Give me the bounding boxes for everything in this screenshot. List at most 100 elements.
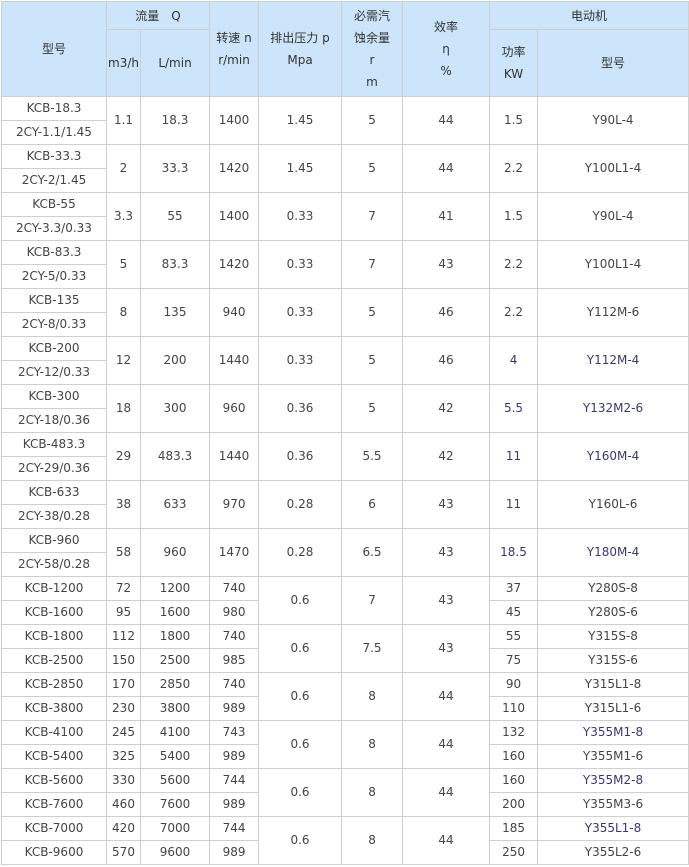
npsh-cell: 8: [341, 720, 404, 769]
npsh-cell: 8: [341, 768, 404, 817]
model-cell: KCB-18.3: [1, 96, 107, 121]
efficiency-cell: 44: [402, 720, 491, 769]
pressure-cell: 0.33: [258, 336, 343, 385]
speed-cell: 980: [209, 600, 260, 625]
pressure-cell: 0.28: [258, 528, 343, 577]
power-cell: 90: [489, 672, 539, 697]
model-cell: KCB-5400: [1, 744, 107, 769]
power-cell: 110: [489, 696, 539, 721]
power-cell: 5.5: [489, 384, 539, 433]
table-row: KCB-2500 150 2500 985 75 Y315S-6: [1, 648, 689, 673]
model-cell: 2CY-8/0.33: [1, 312, 107, 337]
npsh-cell: 5.5: [341, 432, 404, 481]
flow-m3h-cell: 3.3: [106, 192, 141, 241]
speed-cell: 989: [209, 792, 260, 817]
motor-model-cell: Y90L-4: [537, 192, 689, 241]
speed-cell: 989: [209, 840, 260, 865]
power-cell: 160: [489, 744, 539, 769]
speed-cell: 1470: [209, 528, 260, 577]
flow-lmin-cell: 83.3: [139, 240, 211, 289]
header-motor: 电动机: [489, 1, 689, 30]
power-cell: 4: [489, 336, 539, 385]
flow-m3h-cell: 245: [106, 720, 141, 745]
speed-cell: 740: [209, 576, 260, 601]
flow-m3h-cell: 8: [106, 288, 141, 337]
power-cell: 11: [489, 432, 539, 481]
table-row: 2CY-38/0.28: [1, 504, 689, 529]
model-cell: 2CY-38/0.28: [1, 504, 107, 529]
flow-m3h-cell: 330: [106, 768, 141, 793]
motor-model-cell: Y100L1-4: [537, 144, 689, 193]
motor-model-cell: Y355M2-8: [537, 768, 689, 793]
header-flow: 流量 Q: [105, 1, 211, 30]
npsh-cell: 7: [341, 576, 404, 625]
table-row: 2CY-8/0.33: [1, 312, 689, 337]
speed-cell: 1420: [209, 240, 260, 289]
model-cell: KCB-4100: [1, 720, 107, 745]
power-cell: 55: [489, 624, 539, 649]
table-row: KCB-5400 325 5400 989 160 Y355M1-6: [1, 744, 689, 769]
flow-m3h-cell: 5: [106, 240, 141, 289]
table-row: 2CY-18/0.36: [1, 408, 689, 433]
power-cell: 37: [489, 576, 539, 601]
pressure-cell: 0.33: [258, 240, 343, 289]
flow-lmin-cell: 1800: [139, 624, 211, 649]
pressure-cell: 0.33: [258, 192, 343, 241]
flow-m3h-cell: 420: [106, 816, 141, 841]
motor-model-cell: Y315L1-6: [537, 696, 689, 721]
flow-m3h-cell: 38: [106, 480, 141, 529]
flow-lmin-cell: 7600: [139, 792, 211, 817]
motor-model-cell: Y355M1-6: [537, 744, 689, 769]
model-cell: KCB-1800: [1, 624, 107, 649]
flow-lmin-cell: 2850: [139, 672, 211, 697]
pressure-cell: 0.6: [258, 720, 343, 769]
flow-m3h-cell: 230: [106, 696, 141, 721]
flow-m3h-cell: 72: [106, 576, 141, 601]
header-power: 功率 KW: [489, 29, 539, 97]
flow-m3h-cell: 150: [106, 648, 141, 673]
npsh-cell: 8: [341, 816, 404, 865]
motor-model-cell: Y160M-4: [537, 432, 689, 481]
efficiency-cell: 44: [402, 144, 491, 193]
motor-model-cell: Y132M2-6: [537, 384, 689, 433]
power-cell: 11: [489, 480, 539, 529]
flow-lmin-cell: 33.3: [139, 144, 211, 193]
model-cell: KCB-483.3: [1, 432, 107, 457]
model-cell: KCB-3800: [1, 696, 107, 721]
motor-model-cell: Y112M-6: [537, 288, 689, 337]
pressure-cell: 0.6: [258, 576, 343, 625]
flow-lmin-cell: 135: [139, 288, 211, 337]
table-row: KCB-2850 170 2850 740 0.6 8 44 90 Y315L1-8: [1, 672, 689, 721]
power-cell: 1.5: [489, 192, 539, 241]
flow-lmin-cell: 483.3: [139, 432, 211, 481]
flow-m3h-cell: 2: [106, 144, 141, 193]
model-cell: KCB-9600: [1, 840, 107, 865]
power-cell: 132: [489, 720, 539, 745]
model-cell: 2CY-2/1.45: [1, 168, 107, 193]
motor-model-cell: Y180M-4: [537, 528, 689, 577]
model-cell: KCB-83.3: [1, 240, 107, 265]
model-cell: KCB-2850: [1, 672, 107, 697]
table-row: 2CY-2/1.45: [1, 168, 689, 193]
npsh-cell: 6: [341, 480, 404, 529]
pressure-cell: 0.6: [258, 816, 343, 865]
power-cell: 250: [489, 840, 539, 865]
efficiency-cell: 41: [402, 192, 491, 241]
model-cell: KCB-633: [1, 480, 107, 505]
table-row: KCB-483.3 29 483.3 1440 0.36 5.5 42 11 Y160M-4: [1, 432, 689, 481]
motor-model-cell: Y112M-4: [537, 336, 689, 385]
model-cell: 2CY-18/0.36: [1, 408, 107, 433]
speed-cell: 1400: [209, 192, 260, 241]
npsh-cell: 8: [341, 672, 404, 721]
motor-model-cell: Y355L1-8: [537, 816, 689, 841]
flow-lmin-cell: 1600: [139, 600, 211, 625]
header-motor-model: 型号: [537, 29, 689, 97]
speed-cell: 985: [209, 648, 260, 673]
table-row: KCB-5600 330 5600 744 0.6 8 44 160 Y355M2-8: [1, 768, 689, 817]
model-cell: KCB-5600: [1, 768, 107, 793]
motor-model-cell: Y355M3-6: [537, 792, 689, 817]
speed-cell: 740: [209, 672, 260, 697]
flow-lmin-cell: 9600: [139, 840, 211, 865]
model-cell: KCB-7000: [1, 816, 107, 841]
flow-m3h-cell: 170: [106, 672, 141, 697]
